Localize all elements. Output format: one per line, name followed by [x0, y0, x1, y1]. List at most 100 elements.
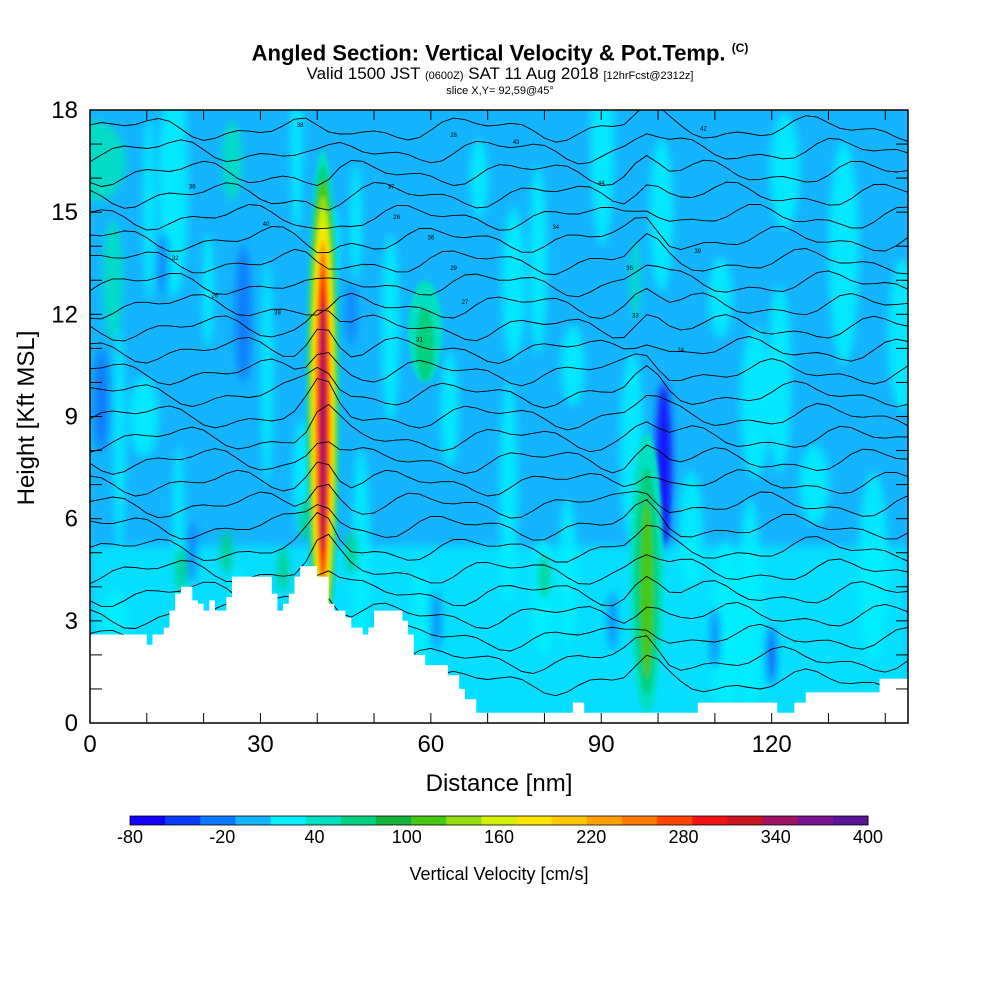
updraft-core — [416, 306, 435, 381]
isentrope-line — [90, 403, 908, 453]
y-tick-label: 12 — [51, 301, 78, 328]
x-tick-label: 90 — [588, 731, 615, 758]
colorbar-swatch — [411, 816, 447, 825]
y-tick-label: 15 — [51, 199, 78, 226]
colorbar-swatch — [622, 816, 658, 825]
chart-subtitle: Valid 1500 JST (0600Z) SAT 11 Aug 2018 [… — [306, 64, 694, 84]
updraft-cell — [220, 530, 233, 575]
isentrope-line — [90, 377, 908, 431]
weak-motion-cell — [290, 110, 303, 235]
downdraft-cell — [709, 607, 720, 668]
colorbar: -80 -20 40 100 160 220 280 340 400 — [117, 815, 883, 847]
colorbar-tick-label: 100 — [392, 827, 422, 847]
isentrope-label: 33 — [632, 314, 639, 320]
weak-motion-cell — [649, 139, 674, 292]
updraft-cell — [174, 547, 187, 592]
y-tick-label: 3 — [65, 608, 78, 635]
isentrope-line — [90, 570, 908, 607]
colorbar-swatch — [305, 816, 342, 825]
colorbar-swatch — [586, 816, 623, 825]
updraft-patch — [102, 220, 123, 341]
downdraft-cell — [607, 590, 618, 651]
isentrope-line — [90, 461, 908, 497]
isentrope-label: 31 — [416, 338, 423, 344]
colorbar-tick-label: 160 — [484, 827, 514, 847]
isentrope-label: 24 — [677, 348, 684, 354]
colorbar-swatch — [516, 816, 553, 825]
downdraft-cell — [766, 624, 777, 685]
weak-motion-cell — [529, 165, 548, 354]
isentrope-label: 26 — [212, 293, 219, 299]
isentrope-line — [90, 217, 908, 254]
isentrope-line — [90, 155, 908, 187]
colorbar-swatch — [235, 816, 272, 825]
chart-title: Angled Section: Vertical Velocity & Pot.… — [251, 40, 749, 66]
isentrope-label: 26 — [393, 215, 400, 221]
y-tick-label: 0 — [65, 710, 78, 737]
isentrope-line — [90, 232, 908, 276]
weak-motion-cell — [799, 444, 830, 525]
isentrope-label: 40 — [263, 222, 270, 228]
isentrope-label: 36 — [189, 184, 196, 190]
colorbar-swatch — [657, 816, 693, 825]
slice-label: slice X,Y= 92,59@45° — [446, 85, 554, 98]
isentrope-line — [90, 181, 908, 211]
weak-motion-cell — [470, 138, 489, 219]
y-axis: 0 36 9 12 15 18 — [51, 97, 908, 737]
isentrope-line — [90, 203, 908, 231]
x-tick-label: 30 — [247, 731, 274, 758]
colorbar-tick-label: 400 — [853, 827, 883, 847]
weak-motion-cell — [560, 325, 585, 406]
downdraft-cell — [187, 522, 198, 583]
isentrope-label: 42 — [700, 126, 707, 132]
downdraft-core — [93, 348, 110, 451]
weak-motion-cell — [381, 233, 400, 422]
x-axis: 0 30 60 90 120 — [83, 110, 886, 758]
isentrope-line — [90, 499, 908, 541]
y-tick-label: 18 — [51, 97, 78, 124]
weak-motion-cell — [887, 258, 908, 411]
colorbar-swatch — [446, 816, 482, 825]
weak-motion-cell — [740, 326, 771, 479]
colorbar-frame — [129, 815, 869, 826]
colorbar-swatch — [200, 816, 236, 825]
isentrope-label: 28 — [450, 133, 457, 139]
isentrope-label: 39 — [694, 249, 701, 255]
x-tick-label: 60 — [417, 731, 444, 758]
updraft-cell — [345, 530, 358, 575]
colorbar-tick-label: 40 — [304, 827, 324, 847]
updraft-cell — [277, 547, 290, 592]
updraft-core — [320, 299, 326, 552]
colorbar-tick-label: -20 — [209, 827, 235, 847]
isentrope-line — [90, 133, 908, 165]
isentrope-label: 29 — [450, 266, 457, 272]
colorbar-tick-label: 280 — [668, 827, 698, 847]
colorbar-label: Vertical Velocity [cm/s] — [409, 864, 588, 884]
colorbar-swatch — [340, 816, 377, 825]
weak-motion-cell — [828, 141, 859, 366]
colorbar-swatch — [165, 816, 201, 825]
isentrope-label: 43 — [513, 140, 520, 146]
weak-motion-cell — [113, 328, 126, 553]
weak-motion-cell — [501, 207, 526, 360]
isentrope-line — [90, 533, 908, 585]
weak-motion-cell — [767, 285, 792, 474]
isentrope-label: 38 — [297, 123, 304, 129]
x-axis-label: Distance [nm] — [426, 770, 573, 797]
colorbar-tick-label: -80 — [117, 827, 143, 847]
weak-motion-cell — [143, 114, 156, 303]
isentrope-label: 32 — [172, 256, 179, 262]
colorbar-swatch — [832, 816, 869, 825]
y-axis-label: Height [Kft MSL] — [13, 331, 40, 506]
isentrope-line — [90, 441, 908, 475]
updraft-patch — [90, 121, 126, 202]
downdraft-core — [235, 246, 252, 383]
isentrope-line — [90, 110, 908, 143]
y-tick-label: 9 — [65, 404, 78, 431]
weak-motion-cell — [440, 351, 459, 468]
isentrope-label: 27 — [462, 300, 469, 306]
colorbar-swatch — [762, 816, 799, 825]
chart-title-block: Angled Section: Vertical Velocity & Pot.… — [0, 36, 1000, 98]
weak-motion-cell — [349, 164, 362, 281]
